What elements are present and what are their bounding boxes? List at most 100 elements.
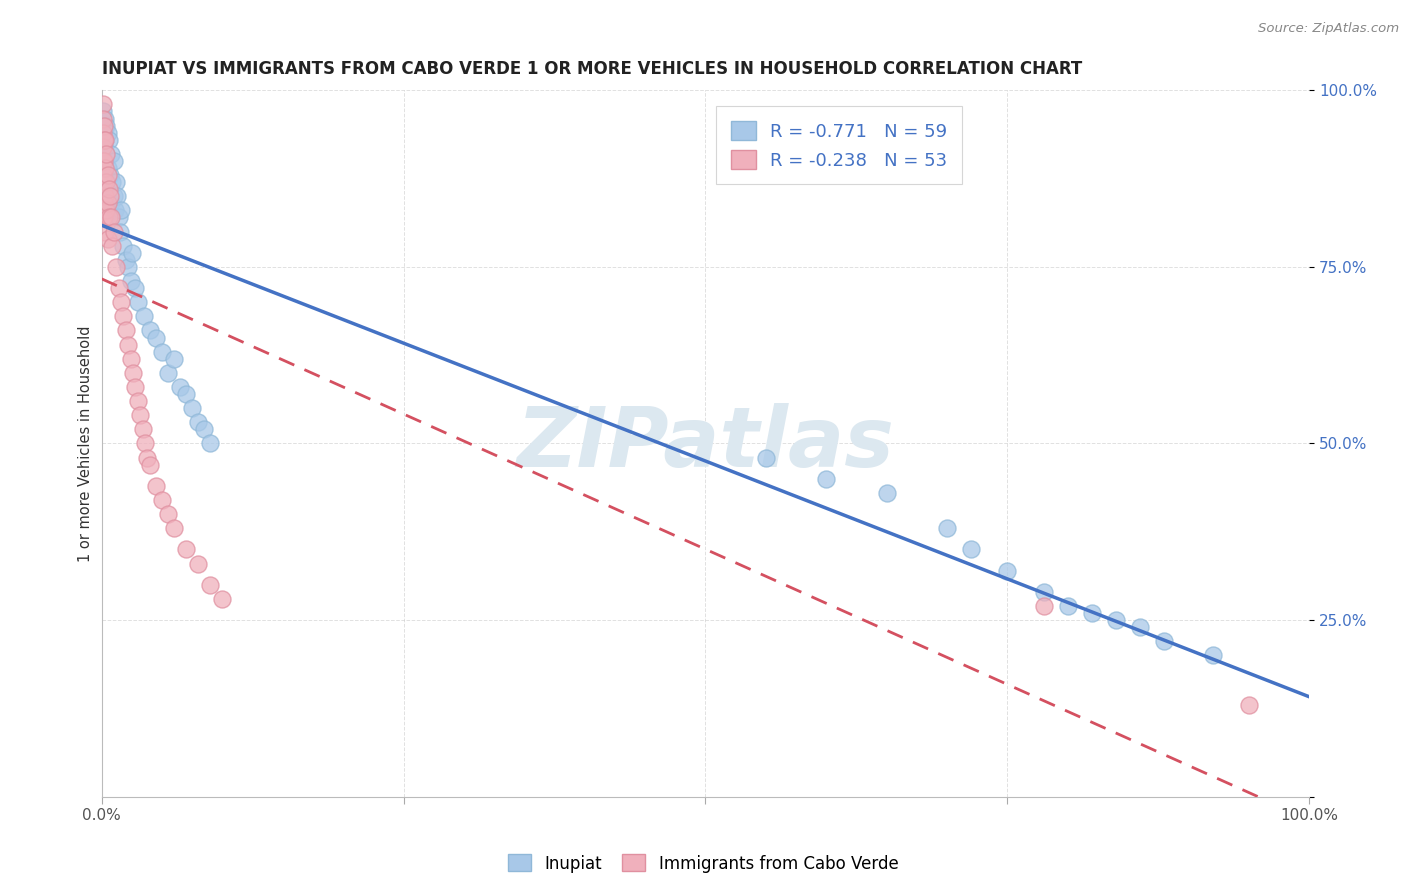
Point	[93, 211, 115, 225]
Point	[124, 380, 146, 394]
Point	[1237, 698, 1260, 712]
Point	[132, 310, 155, 324]
Point	[815, 472, 838, 486]
Point	[98, 168, 121, 182]
Point	[91, 112, 114, 126]
Point	[97, 168, 120, 182]
Point	[93, 119, 115, 133]
Point	[136, 450, 159, 465]
Point	[108, 225, 131, 239]
Point	[98, 189, 121, 203]
Point	[100, 146, 122, 161]
Point	[91, 140, 114, 154]
Point	[145, 479, 167, 493]
Point	[187, 415, 209, 429]
Point	[97, 126, 120, 140]
Point	[91, 97, 114, 112]
Point	[94, 189, 117, 203]
Point	[105, 175, 128, 189]
Point	[935, 521, 957, 535]
Point	[157, 366, 180, 380]
Point	[1081, 606, 1104, 620]
Point	[1129, 620, 1152, 634]
Point	[97, 196, 120, 211]
Point	[96, 175, 118, 189]
Point	[112, 238, 135, 252]
Point	[755, 450, 778, 465]
Point	[110, 203, 132, 218]
Point	[94, 133, 117, 147]
Point	[97, 189, 120, 203]
Point	[93, 153, 115, 168]
Point	[1153, 634, 1175, 648]
Point	[200, 436, 222, 450]
Point	[103, 189, 125, 203]
Point	[876, 486, 898, 500]
Legend: Inupiat, Immigrants from Cabo Verde: Inupiat, Immigrants from Cabo Verde	[501, 847, 905, 880]
Point	[124, 281, 146, 295]
Point	[121, 245, 143, 260]
Point	[200, 578, 222, 592]
Point	[97, 161, 120, 175]
Point	[110, 295, 132, 310]
Point	[94, 112, 117, 126]
Point	[163, 521, 186, 535]
Point	[139, 323, 162, 337]
Point	[91, 153, 114, 168]
Point	[94, 168, 117, 182]
Point	[139, 458, 162, 472]
Point	[104, 203, 127, 218]
Point	[91, 104, 114, 119]
Point	[93, 196, 115, 211]
Point	[94, 225, 117, 239]
Point	[91, 168, 114, 182]
Point	[96, 146, 118, 161]
Point	[103, 153, 125, 168]
Point	[94, 161, 117, 175]
Point	[1105, 613, 1128, 627]
Text: INUPIAT VS IMMIGRANTS FROM CABO VERDE 1 OR MORE VEHICLES IN HOUSEHOLD CORRELATIO: INUPIAT VS IMMIGRANTS FROM CABO VERDE 1 …	[101, 60, 1081, 78]
Point	[107, 211, 129, 225]
Point	[97, 232, 120, 246]
Point	[97, 133, 120, 147]
Point	[1032, 584, 1054, 599]
Text: ZIPatlas: ZIPatlas	[516, 403, 894, 484]
Point	[96, 203, 118, 218]
Point	[107, 281, 129, 295]
Point	[174, 387, 197, 401]
Point	[93, 140, 115, 154]
Point	[112, 310, 135, 324]
Point	[96, 175, 118, 189]
Point	[1032, 599, 1054, 613]
Point	[93, 119, 115, 133]
Point	[117, 260, 139, 274]
Point	[96, 146, 118, 161]
Point	[100, 211, 122, 225]
Point	[169, 380, 191, 394]
Point	[995, 564, 1018, 578]
Point	[97, 182, 120, 196]
Point	[187, 557, 209, 571]
Point	[1056, 599, 1078, 613]
Point	[120, 351, 142, 366]
Point	[181, 401, 204, 416]
Point	[93, 133, 115, 147]
Point	[114, 252, 136, 267]
Point	[114, 323, 136, 337]
Point	[122, 366, 145, 380]
Point	[91, 126, 114, 140]
Legend: R = -0.771   N = 59, R = -0.238   N = 53: R = -0.771 N = 59, R = -0.238 N = 53	[716, 106, 962, 184]
Point	[129, 408, 152, 422]
Point	[127, 394, 149, 409]
Point	[150, 344, 173, 359]
Point	[101, 175, 124, 189]
Point	[145, 330, 167, 344]
Y-axis label: 1 or more Vehicles in Household: 1 or more Vehicles in Household	[79, 326, 93, 562]
Point	[117, 337, 139, 351]
Point	[163, 351, 186, 366]
Point	[105, 189, 128, 203]
Point	[960, 542, 983, 557]
Point	[96, 119, 118, 133]
Point	[157, 507, 180, 521]
Point	[131, 422, 153, 436]
